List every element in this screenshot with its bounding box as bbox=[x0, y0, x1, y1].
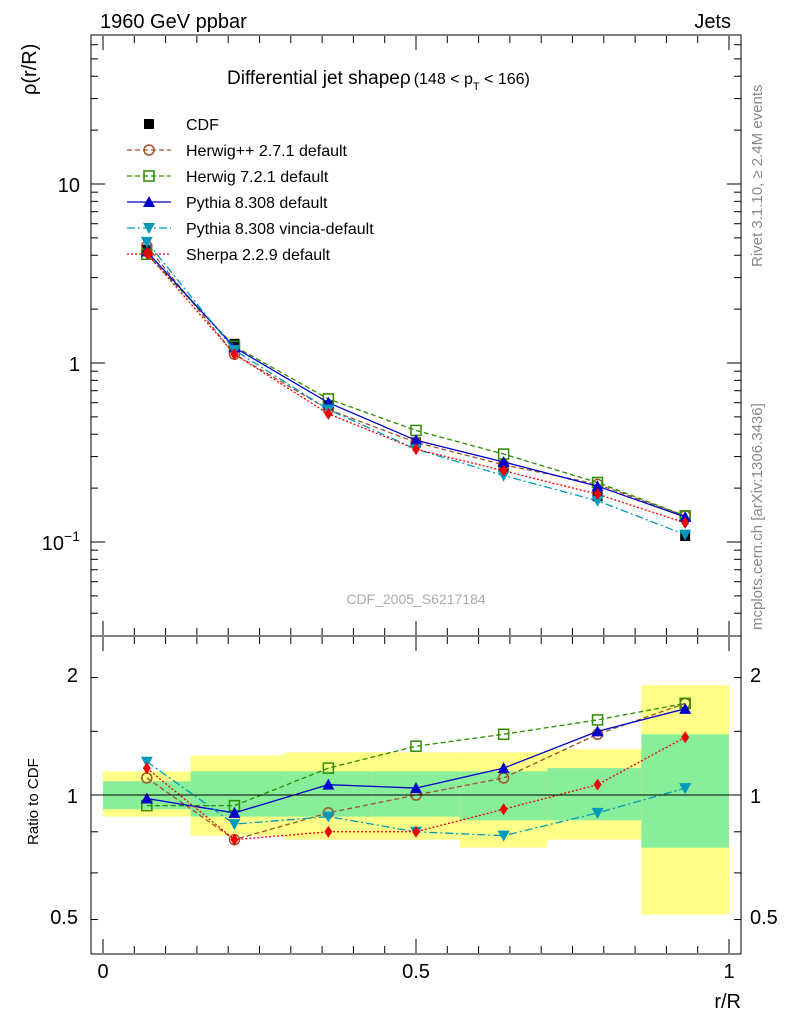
ratio-point-pythia-8-308-default-2 bbox=[322, 778, 335, 790]
top-point-pythia-8-308-default-5 bbox=[591, 480, 604, 492]
ratio-tick-right-0.5: 0.5 bbox=[750, 907, 778, 929]
top-point-sherpa-2-2-9-default-6 bbox=[681, 516, 690, 529]
legend-marker-herwig-7-2-1-default bbox=[143, 170, 155, 182]
top-tick-label-0.1: 10−1 bbox=[42, 528, 80, 555]
legend-label-pythia-8-308-default: Pythia 8.308 default bbox=[186, 195, 328, 212]
side-label-rivet: Rivet 3.1.10, ≥ 2.4M events bbox=[749, 85, 766, 268]
top-tick-label-0.1-exp: −1 bbox=[64, 528, 80, 544]
top-line-herwig-2-7-1-default bbox=[146, 245, 686, 517]
top-line-herwig-7-2-1-default bbox=[146, 253, 686, 517]
legend: CDF Herwig++ 2.7.1 default Herwig 7.2.1 de… bbox=[127, 117, 374, 264]
plot-title-rho: ρ bbox=[400, 68, 411, 89]
ratio-point-pythia-8-308-default-0 bbox=[140, 792, 153, 804]
ratio-point-sherpa-2-2-9-default-4 bbox=[499, 803, 508, 816]
top-point-pythia-8-308-vincia-default-0 bbox=[140, 236, 153, 248]
side-label-mcplots: mcplots.cern.ch [arXiv:1306.3436] bbox=[749, 403, 766, 630]
legend-label-herwig-7-2-1-default: Herwig 7.2.1 default bbox=[186, 169, 329, 186]
top-point-pythia-8-308-vincia-default-5 bbox=[591, 495, 604, 507]
ratio-point-sherpa-2-2-9-default-6 bbox=[681, 731, 690, 744]
ratio-point-pythia-8-308-vincia-default-5 bbox=[591, 807, 604, 819]
top-point-sherpa-2-2-9-default-3 bbox=[412, 443, 420, 456]
legend-marker-pythia-8-308-default bbox=[143, 196, 155, 207]
ratio-point-pythia-8-308-default-3 bbox=[410, 782, 422, 794]
top-point-sherpa-2-2-9-default-2 bbox=[324, 407, 333, 420]
ratio-ylabel: Ratio to CDF bbox=[25, 758, 42, 845]
top-point-pythia-8-308-default-6 bbox=[679, 510, 692, 522]
legend-marker-herwig-2-7-1-default bbox=[143, 144, 155, 156]
top-point-pythia-8-308-default-4 bbox=[497, 455, 510, 467]
top-tick-label-1: 1 bbox=[69, 354, 80, 376]
legend-label-sherpa-2-2-9-default: Sherpa 2.2.9 default bbox=[186, 247, 331, 264]
ratio-point-sherpa-2-2-9-default-0 bbox=[142, 762, 151, 775]
top-line-pythia-8-308-vincia-default bbox=[146, 241, 686, 536]
ratio-point-herwig-7-2-1-default-2 bbox=[322, 762, 335, 774]
top-point-sherpa-2-2-9-default-1 bbox=[230, 348, 239, 361]
ratio-point-herwig-7-2-1-default-4 bbox=[497, 728, 510, 741]
x-tick-label-0.5: 0.5 bbox=[402, 961, 430, 983]
ratio-point-pythia-8-308-default-5 bbox=[591, 725, 604, 737]
legend-label-cdf: CDF bbox=[186, 117, 219, 134]
top-tick-label-10: 10 bbox=[58, 175, 80, 197]
top-ylabel: ρ(r/R) bbox=[19, 44, 41, 95]
legend-label-herwig-2-7-1-default: Herwig++ 2.7.1 default bbox=[186, 143, 348, 160]
ratio-band-inner-1 bbox=[190, 771, 285, 817]
analysis-id: CDF_2005_S6217184 bbox=[346, 591, 486, 607]
top-tick-label-0.1-base: 10 bbox=[42, 533, 64, 555]
legend-marker-pythia-8-308-vincia-default bbox=[143, 223, 155, 234]
plot-title: Differential jet shapeρ (148 < pT < 166) bbox=[227, 68, 530, 93]
ratio-point-pythia-8-308-default-1 bbox=[228, 806, 241, 818]
ratio-point-sherpa-2-2-9-default-2 bbox=[324, 825, 333, 838]
plot-title-range-sub: T bbox=[473, 81, 480, 93]
plot-title-range-b: < 166) bbox=[480, 71, 530, 88]
header-right: Jets bbox=[694, 11, 731, 33]
top-point-sherpa-2-2-9-default-4 bbox=[499, 464, 508, 477]
top-point-pythia-8-308-vincia-default-6 bbox=[679, 529, 692, 541]
ratio-tick-right-2: 2 bbox=[750, 665, 761, 687]
top-series-lines bbox=[140, 236, 692, 542]
top-point-herwig-7-2-1-default-3 bbox=[410, 424, 422, 437]
axis-ticks bbox=[91, 36, 741, 953]
top-line-sherpa-2-2-9-default bbox=[146, 252, 686, 524]
plot-title-main: Differential jet shape bbox=[227, 68, 400, 89]
ratio-tick-left-1: 1 bbox=[67, 786, 78, 808]
legend-marker-cdf bbox=[144, 119, 154, 129]
legend-label-pythia-8-308-vincia-default: Pythia 8.308 vincia-default bbox=[186, 221, 374, 238]
ratio-point-pythia-8-308-default-4 bbox=[497, 762, 510, 774]
ratio-uncertainty-bands bbox=[103, 685, 729, 915]
ratio-point-pythia-8-308-vincia-default-6 bbox=[679, 783, 692, 795]
ratio-point-herwig-7-2-1-default-3 bbox=[410, 740, 422, 752]
ratio-series-lines bbox=[140, 697, 692, 846]
plot-title-range-a: (148 < p bbox=[414, 71, 473, 88]
ratio-tick-left-0.5: 0.5 bbox=[50, 907, 78, 929]
x-tick-label-1: 1 bbox=[723, 961, 734, 983]
ratio-tick-left-2: 2 bbox=[67, 665, 78, 687]
header-left: 1960 GeV ppbar bbox=[100, 11, 247, 33]
top-point-pythia-8-308-default-3 bbox=[410, 434, 422, 446]
ratio-band-inner-3 bbox=[372, 771, 460, 817]
ratio-point-herwig-7-2-1-default-5 bbox=[591, 714, 604, 726]
legend-marker-sherpa-2-2-9-default bbox=[145, 248, 153, 260]
ratio-point-sherpa-2-2-9-default-1 bbox=[230, 833, 239, 846]
ratio-point-pythia-8-308-default-6 bbox=[679, 702, 692, 714]
ratio-point-sherpa-2-2-9-default-3 bbox=[412, 825, 420, 838]
top-line-pythia-8-308-default bbox=[146, 251, 686, 518]
ratio-tick-right-1: 1 bbox=[750, 786, 761, 808]
ratio-point-pythia-8-308-vincia-default-1 bbox=[228, 819, 241, 831]
ratio-point-pythia-8-308-vincia-default-4 bbox=[497, 830, 510, 842]
ratio-point-pythia-8-308-vincia-default-2 bbox=[322, 811, 335, 823]
x-tick-label-0: 0 bbox=[97, 961, 108, 983]
top-point-sherpa-2-2-9-default-5 bbox=[593, 488, 602, 501]
ratio-point-sherpa-2-2-9-default-5 bbox=[593, 778, 602, 791]
x-axis-label: r/R bbox=[714, 991, 741, 1013]
